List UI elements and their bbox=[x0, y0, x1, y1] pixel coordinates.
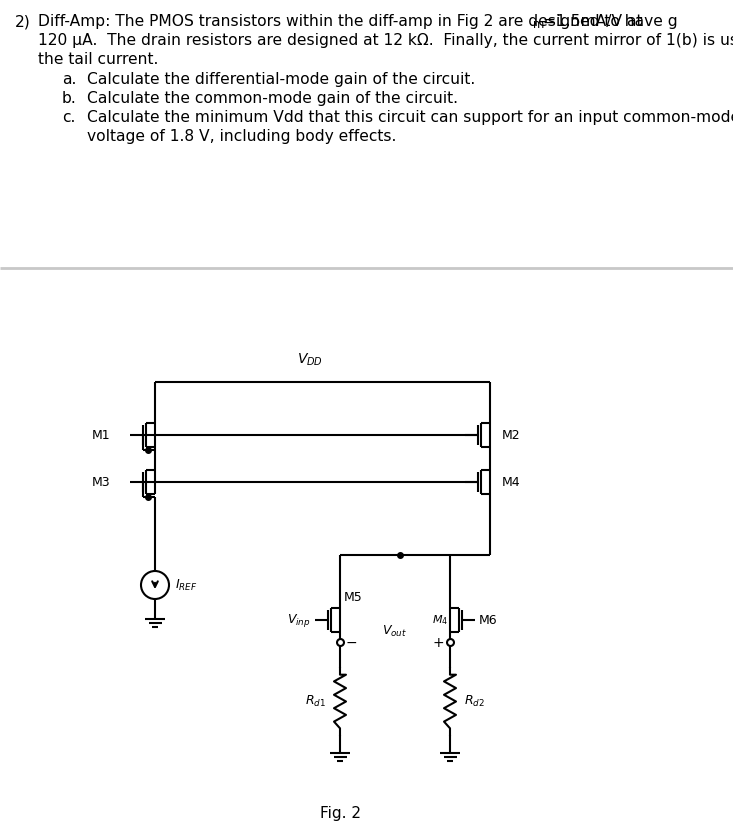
Text: M1: M1 bbox=[92, 428, 110, 442]
Text: M6: M6 bbox=[479, 614, 498, 626]
Text: $R_{d2}$: $R_{d2}$ bbox=[464, 694, 485, 709]
Text: M4: M4 bbox=[502, 475, 520, 489]
Text: voltage of 1.8 V, including body effects.: voltage of 1.8 V, including body effects… bbox=[87, 129, 397, 144]
Text: M2: M2 bbox=[502, 428, 520, 442]
Text: M5: M5 bbox=[344, 591, 363, 604]
Text: +: + bbox=[432, 636, 444, 650]
Text: 2): 2) bbox=[15, 14, 31, 29]
Text: −: − bbox=[346, 636, 358, 650]
Text: $V_{inp}$: $V_{inp}$ bbox=[287, 611, 311, 629]
Text: Fig. 2: Fig. 2 bbox=[320, 806, 361, 821]
Text: c.: c. bbox=[62, 110, 75, 125]
Text: $V_{out}$: $V_{out}$ bbox=[383, 624, 408, 639]
Text: Diff-Amp: The PMOS transistors within the diff-amp in Fig 2 are designed to have: Diff-Amp: The PMOS transistors within th… bbox=[38, 14, 677, 29]
Text: 120 μA.  The drain resistors are designed at 12 kΩ.  Finally, the current mirror: 120 μA. The drain resistors are designed… bbox=[38, 33, 733, 48]
Text: $R_{d1}$: $R_{d1}$ bbox=[305, 694, 326, 709]
Text: $V_{DD}$: $V_{DD}$ bbox=[297, 352, 323, 368]
Text: $I_{REF}$: $I_{REF}$ bbox=[175, 578, 197, 592]
Text: a.: a. bbox=[62, 72, 76, 87]
Text: the tail current.: the tail current. bbox=[38, 52, 158, 67]
Text: M3: M3 bbox=[92, 475, 110, 489]
Text: Calculate the differential-mode gain of the circuit.: Calculate the differential-mode gain of … bbox=[87, 72, 475, 87]
Text: $M_4$: $M_4$ bbox=[432, 613, 448, 627]
Text: Calculate the minimum Vdd that this circuit can support for an input common-mode: Calculate the minimum Vdd that this circ… bbox=[87, 110, 733, 125]
Text: =1.5mA/V at: =1.5mA/V at bbox=[543, 14, 643, 29]
Text: m: m bbox=[533, 17, 545, 30]
Text: b.: b. bbox=[62, 91, 77, 106]
Text: Calculate the common-mode gain of the circuit.: Calculate the common-mode gain of the ci… bbox=[87, 91, 458, 106]
